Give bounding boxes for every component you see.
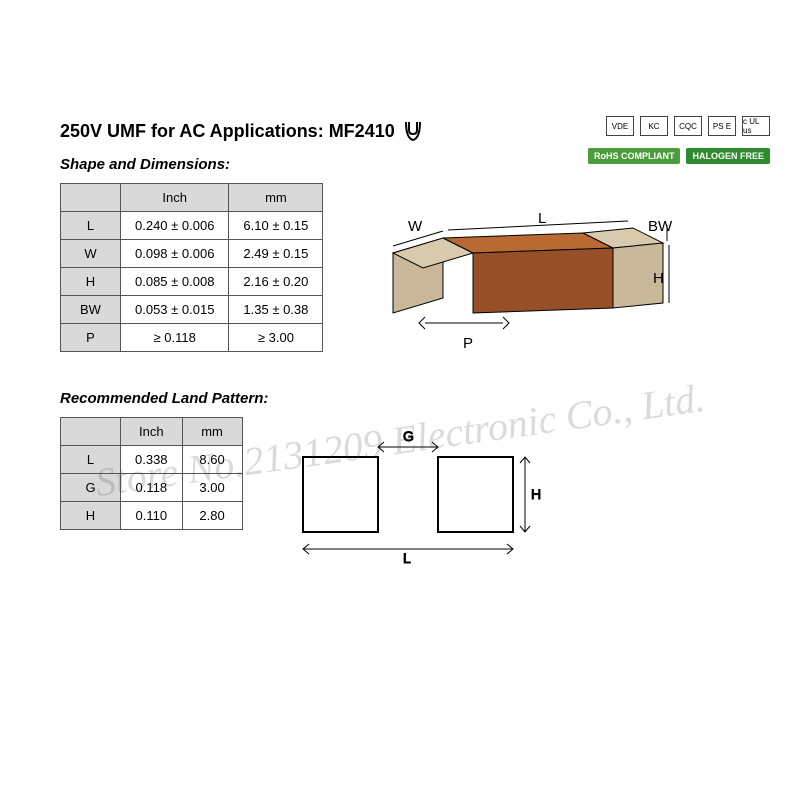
row-label: W <box>61 240 121 268</box>
mm-value: 2.49 ± 0.15 <box>229 240 323 268</box>
svg-text:H: H <box>531 486 541 502</box>
table-row: L0.240 ± 0.0066.10 ± 0.15 <box>61 212 323 240</box>
row-label: L <box>61 446 121 474</box>
component-3d-diagram: W L BW H P <box>353 183 673 378</box>
inch-value: 0.118 <box>121 474 183 502</box>
mm-value: 2.16 ± 0.20 <box>229 268 323 296</box>
row-label: G <box>61 474 121 502</box>
table-row: H0.085 ± 0.0082.16 ± 0.20 <box>61 268 323 296</box>
inch-value: 0.110 <box>121 502 183 530</box>
cert-badge: PS E <box>708 116 736 136</box>
table-header: mm <box>229 184 323 212</box>
mm-value: 6.10 ± 0.15 <box>229 212 323 240</box>
inch-value: 0.053 ± 0.015 <box>121 296 229 324</box>
table-header: mm <box>182 418 242 446</box>
svg-text:W: W <box>408 218 423 235</box>
mm-value: 2.80 <box>182 502 242 530</box>
rohs-badge: RoHS COMPLIANT <box>588 148 681 164</box>
dimensions-table: Inch mm L0.240 ± 0.0066.10 ± 0.15W0.098 … <box>60 183 323 352</box>
logo-icon <box>403 120 423 142</box>
inch-value: 0.085 ± 0.008 <box>121 268 229 296</box>
table-header: Inch <box>121 184 229 212</box>
compliance-badges: RoHS COMPLIANT HALOGEN FREE <box>588 148 770 164</box>
certification-badges: VDE KC CQC PS E c UL us <box>606 116 770 136</box>
mm-value: 8.60 <box>182 446 242 474</box>
table-header: Inch <box>121 418 183 446</box>
table-row: W0.098 ± 0.0062.49 ± 0.15 <box>61 240 323 268</box>
row-label: P <box>61 324 121 352</box>
land-pattern-table: Inch mm L0.3388.60G0.1183.00H0.1102.80 <box>60 417 243 530</box>
cert-badge: VDE <box>606 116 634 136</box>
row-label: L <box>61 212 121 240</box>
land-section-title: Recommended Land Pattern: <box>60 390 760 407</box>
table-row: L0.3388.60 <box>61 446 243 474</box>
mm-value: ≥ 3.00 <box>229 324 323 352</box>
mm-value: 3.00 <box>182 474 242 502</box>
svg-text:BW: BW <box>648 218 673 235</box>
table-row: P≥ 0.118≥ 3.00 <box>61 324 323 352</box>
table-row: G0.1183.00 <box>61 474 243 502</box>
page-title: 250V UMF for AC Applications: MF2410 <box>60 121 395 142</box>
svg-text:H: H <box>653 270 664 287</box>
svg-text:P: P <box>463 335 473 352</box>
table-row: BW0.053 ± 0.0151.35 ± 0.38 <box>61 296 323 324</box>
svg-text:G: G <box>403 428 414 444</box>
mm-value: 1.35 ± 0.38 <box>229 296 323 324</box>
inch-value: 0.098 ± 0.006 <box>121 240 229 268</box>
cert-badge: c UL us <box>742 116 770 136</box>
table-row: H0.1102.80 <box>61 502 243 530</box>
cert-badge: CQC <box>674 116 702 136</box>
row-label: H <box>61 268 121 296</box>
svg-text:L: L <box>538 210 546 227</box>
row-label: BW <box>61 296 121 324</box>
inch-value: ≥ 0.118 <box>121 324 229 352</box>
cert-badge: KC <box>640 116 668 136</box>
inch-value: 0.240 ± 0.006 <box>121 212 229 240</box>
land-pattern-diagram: G H L <box>273 417 553 572</box>
table-header <box>61 184 121 212</box>
inch-value: 0.338 <box>121 446 183 474</box>
table-header <box>61 418 121 446</box>
row-label: H <box>61 502 121 530</box>
halogen-free-badge: HALOGEN FREE <box>686 148 770 164</box>
svg-text:L: L <box>403 550 411 566</box>
